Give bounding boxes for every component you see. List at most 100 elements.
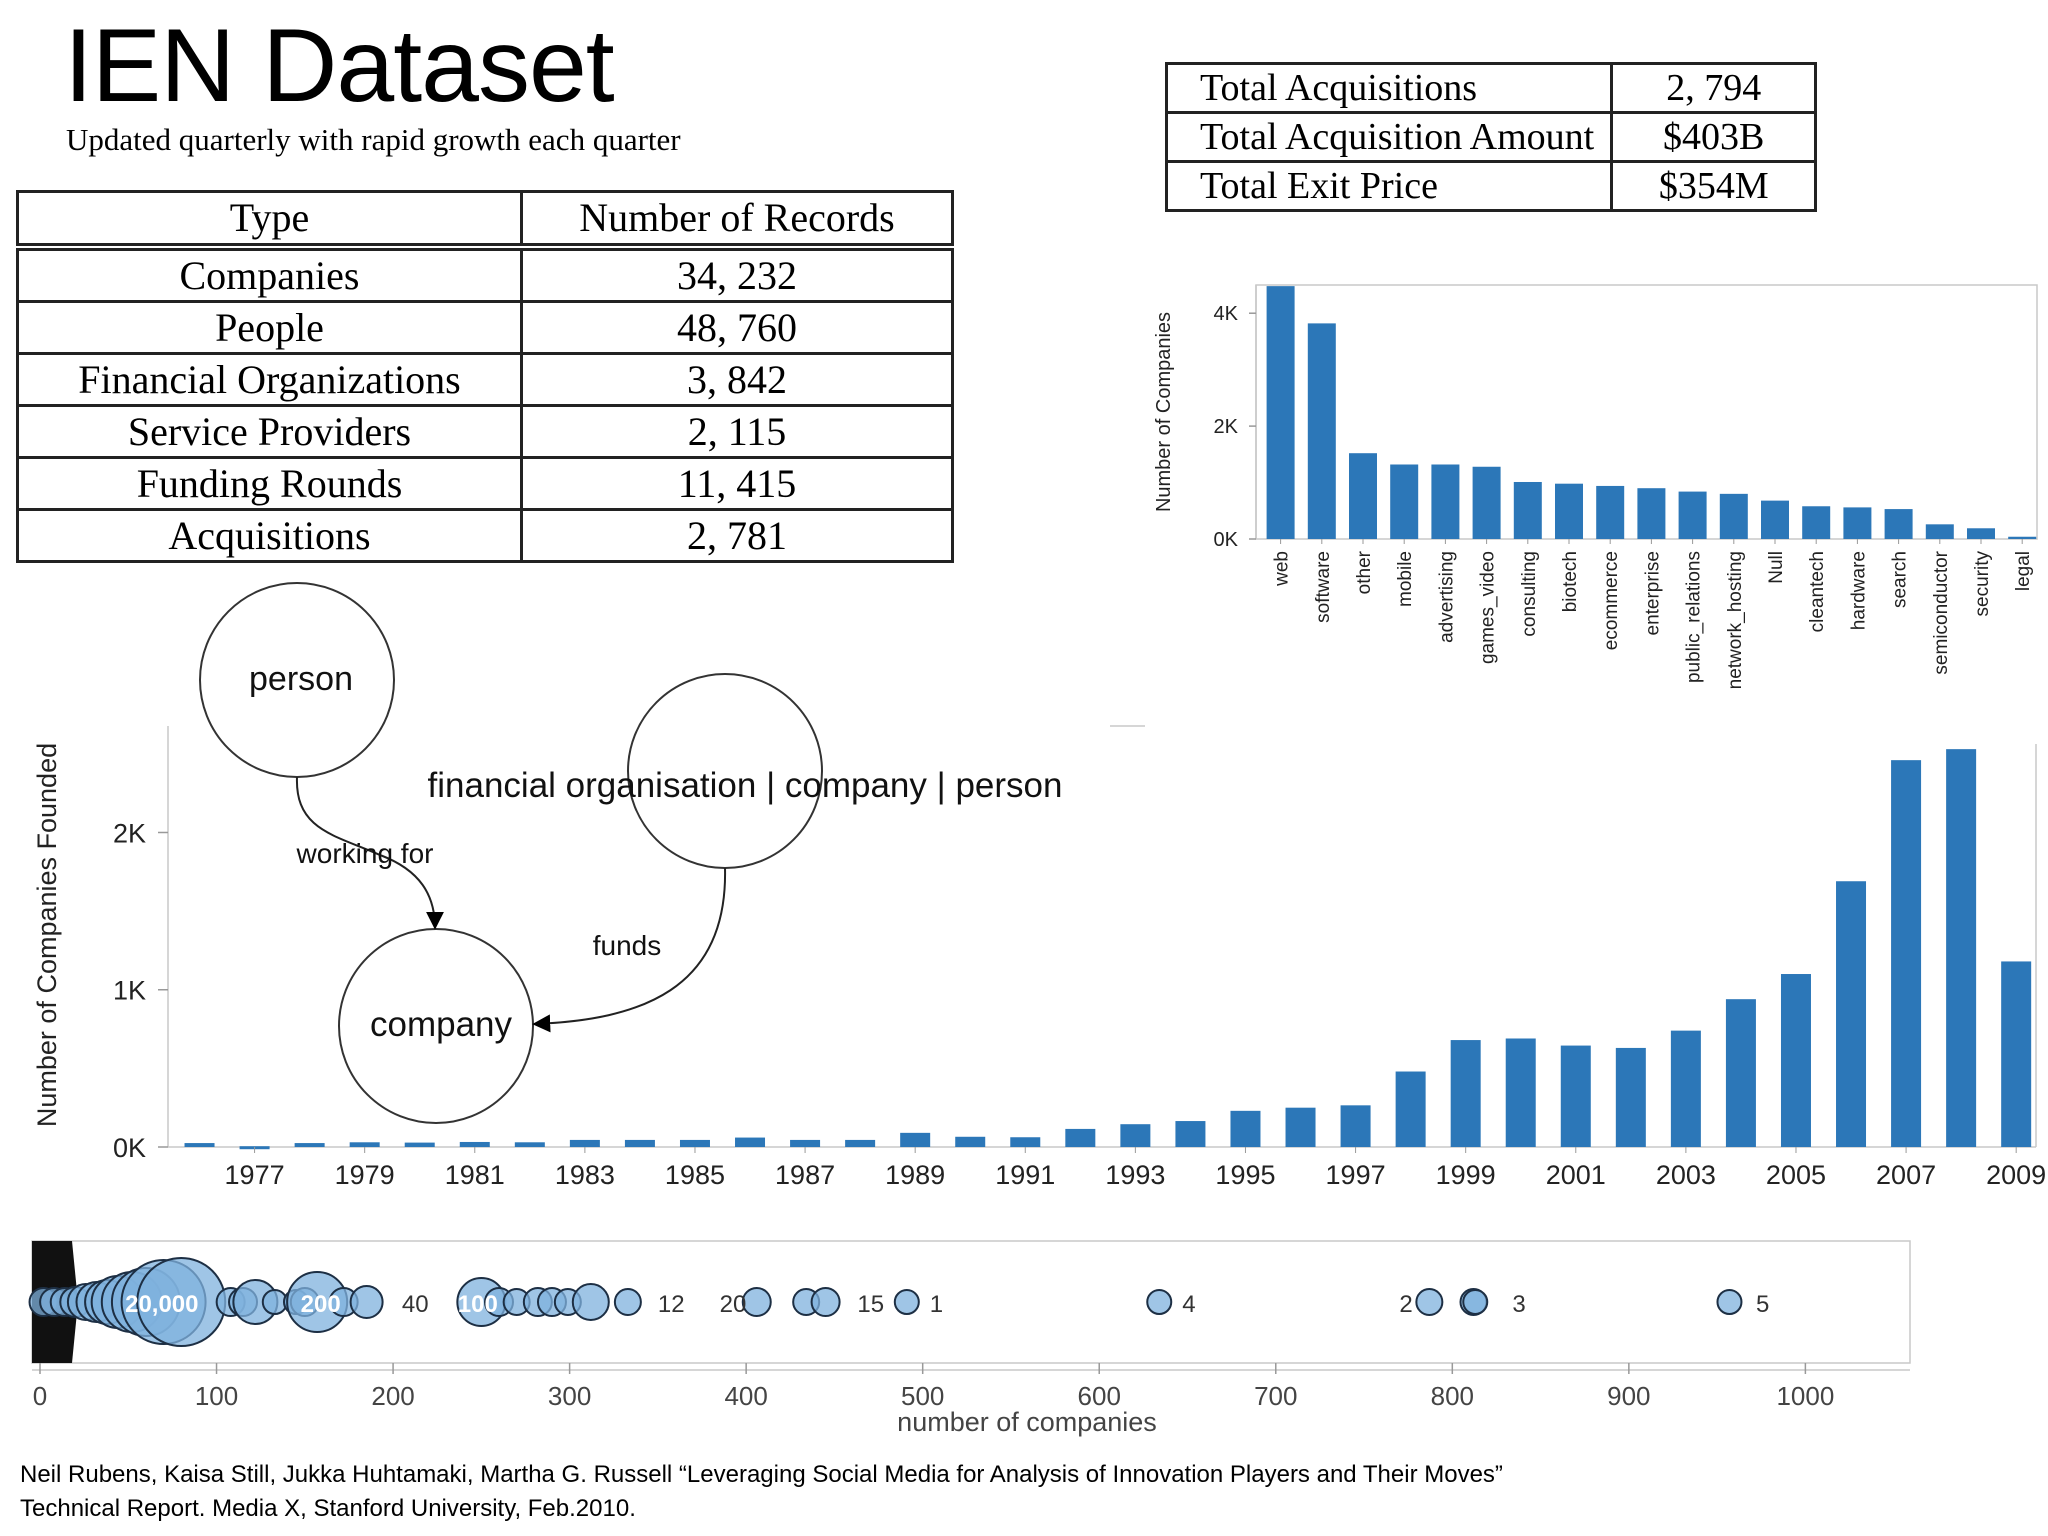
bubble-label: 40 — [402, 1291, 429, 1318]
x-tick-label: biotech — [1560, 551, 1581, 612]
bubble-label: 3 — [1512, 1291, 1525, 1318]
bar-1994 — [1175, 1121, 1206, 1147]
acquisitions-table: Total Acquisitions 2, 794 Total Acquisiti… — [1164, 62, 1818, 212]
bar-1990 — [955, 1136, 986, 1147]
x-tick-label: 1999 — [1436, 1160, 1496, 1190]
bubble-label: 15 — [857, 1291, 884, 1318]
bar-2000 — [1505, 1038, 1536, 1147]
x-tick-label: 2005 — [1766, 1160, 1826, 1190]
bar-1992 — [1065, 1128, 1096, 1147]
table-row: Acquisitions 2, 781 — [16, 508, 954, 563]
record-type: Funding Rounds — [16, 456, 523, 511]
bubble — [1716, 1289, 1743, 1315]
bubble — [1462, 1289, 1489, 1315]
y-tick-label: 4K — [1214, 303, 1239, 325]
funds-edge — [532, 867, 727, 1033]
bubble-label: 200 — [301, 1291, 341, 1318]
x-tick-label: 800 — [1431, 1381, 1474, 1411]
x-tick-label: 1985 — [665, 1160, 725, 1190]
acq-metric: Total Acquisition Amount — [1164, 111, 1614, 163]
bubble-label: 100 — [458, 1291, 498, 1318]
funder-node-label: financial organisation | company | perso… — [428, 766, 1063, 805]
record-type: Companies — [16, 245, 523, 303]
page-subtitle: Updated quarterly with rapid growth each… — [66, 122, 681, 157]
x-tick-label: 1983 — [555, 1160, 615, 1190]
record-count: 34, 232 — [520, 245, 954, 303]
x-tick-label: hardware — [1848, 551, 1869, 630]
bar-Null — [1761, 500, 1789, 539]
x-tick-label: mobile — [1395, 551, 1416, 607]
acq-metric: Total Exit Price — [1164, 160, 1614, 212]
bubble — [613, 1288, 642, 1316]
records-table: Type Number of Records Companies 34, 232 … — [16, 190, 954, 563]
x-tick-label: 900 — [1607, 1381, 1650, 1411]
bar-search — [1884, 509, 1913, 539]
bubble-chart-xlabel: number of companies — [897, 1407, 1157, 1437]
bar-ecommerce — [1596, 485, 1625, 539]
x-tick-label: 1987 — [775, 1160, 835, 1190]
bar-2008 — [1946, 749, 1977, 1147]
bar-web — [1266, 286, 1295, 539]
bar-1999 — [1450, 1040, 1481, 1147]
y-tick-label: 1K — [113, 976, 146, 1006]
bubble-label: 12 — [658, 1291, 685, 1318]
table-row: Service Providers 2, 115 — [16, 404, 954, 459]
bar-1982 — [514, 1142, 545, 1147]
founded-chart-ylabel: Number of Companies Founded — [32, 743, 62, 1127]
category-chart: 0K 2K 4K web software other mobile advertising… — [1153, 284, 2038, 689]
citation-line-1: Neil Rubens, Kaisa Still, Jukka Huhtamak… — [20, 1461, 1503, 1488]
x-tick-label: software — [1313, 551, 1334, 623]
x-tick-label: security — [1972, 551, 1993, 617]
company-node-label: company — [370, 1005, 513, 1044]
bar-1987 — [790, 1139, 821, 1147]
bar-1997 — [1340, 1105, 1371, 1147]
record-count: 2, 781 — [520, 508, 954, 563]
bar-software — [1307, 323, 1336, 539]
bar-hardware — [1843, 507, 1872, 539]
bar-1981 — [459, 1141, 490, 1147]
bar-1998 — [1395, 1071, 1426, 1147]
bar-1985 — [679, 1139, 710, 1147]
category-chart-ylabel: Number of Companies — [1153, 312, 1175, 512]
x-tick-label: semiconductor — [1931, 550, 1952, 674]
x-tick-label: 1991 — [995, 1160, 1055, 1190]
bar-1993 — [1120, 1124, 1151, 1147]
bar-1986 — [735, 1137, 766, 1147]
bubble-label: 2 — [1399, 1291, 1412, 1318]
bar-biotech — [1555, 483, 1583, 539]
acq-value: 2, 794 — [1610, 62, 1818, 114]
record-type: Service Providers — [16, 404, 523, 459]
x-tick-label: network_hosting — [1725, 551, 1746, 689]
record-count: 2, 115 — [520, 404, 954, 459]
x-tick-label: public_relations — [1684, 551, 1705, 683]
bubble-chart: 20,000 200 40 100 12 20 15 1 4 2 3 5 0 100 200 300 400 5… — [28, 1240, 1911, 1437]
records-table-header: Type Number of Records — [16, 190, 954, 251]
table-row: Total Acquisitions 2, 794 — [1164, 62, 1818, 114]
bar-enterprise — [1637, 488, 1666, 539]
bubble — [810, 1287, 841, 1317]
x-tick-label: 1997 — [1326, 1160, 1386, 1190]
x-tick-label: other — [1354, 550, 1375, 594]
table-row: Companies 34, 232 — [16, 245, 954, 303]
record-count: 3, 842 — [520, 352, 954, 407]
bubble-label: 1 — [930, 1291, 943, 1318]
bar-2006 — [1836, 881, 1867, 1147]
x-tick-label: 100 — [195, 1381, 238, 1411]
x-tick-label: 1977 — [225, 1160, 285, 1190]
bar-2007 — [1891, 760, 1922, 1147]
x-tick-label: 300 — [548, 1381, 591, 1411]
bubble — [571, 1283, 610, 1321]
person-node-label: person — [249, 660, 353, 698]
table-row: Financial Organizations 3, 842 — [16, 352, 954, 407]
bar-1978 — [294, 1143, 325, 1147]
working-for-label: working for — [296, 838, 434, 869]
x-tick-label: 1989 — [885, 1160, 945, 1190]
bar-public_relations — [1678, 491, 1707, 539]
bar-2002 — [1615, 1047, 1646, 1147]
x-tick-label: 600 — [1078, 1381, 1121, 1411]
bubble-label: 20,000 — [125, 1291, 198, 1318]
table-row: Total Exit Price $354M — [1164, 160, 1818, 212]
record-type: People — [16, 300, 523, 355]
bar-network_hosting — [1719, 493, 1748, 539]
